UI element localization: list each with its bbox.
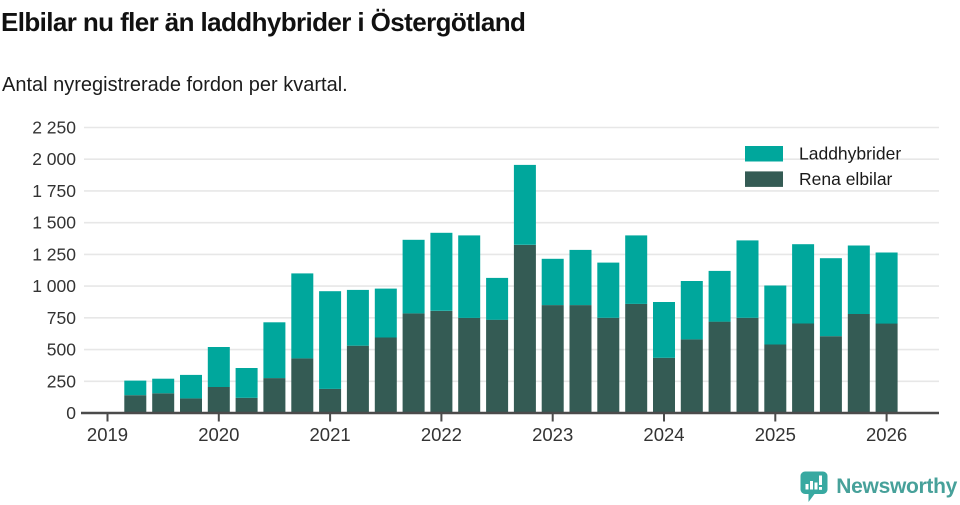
bar-segment-laddhybrider bbox=[430, 232, 453, 311]
bar-segment-laddhybrider bbox=[847, 245, 870, 314]
bar-segment-rena-elbilar bbox=[875, 323, 898, 413]
bar-segment-laddhybrider bbox=[291, 273, 314, 359]
bar-segment-laddhybrider bbox=[792, 244, 815, 324]
bar-segment-rena-elbilar bbox=[458, 317, 481, 413]
bar-segment-rena-elbilar bbox=[124, 395, 147, 413]
bar-segment-laddhybrider bbox=[569, 249, 592, 306]
bar-segment-rena-elbilar bbox=[708, 321, 731, 413]
y-tick-label: 750 bbox=[47, 308, 76, 328]
bar-segment-laddhybrider bbox=[819, 258, 842, 337]
page-title: Elbilar nu fler än laddhybrider i Österg… bbox=[1, 7, 526, 37]
bar-segment-rena-elbilar bbox=[486, 319, 509, 413]
bar-segment-laddhybrider bbox=[458, 235, 481, 318]
bar-segment-laddhybrider bbox=[207, 347, 230, 387]
bar-segment-rena-elbilar bbox=[819, 336, 842, 413]
legend-label: Rena elbilar bbox=[799, 169, 893, 189]
bar-segment-rena-elbilar bbox=[402, 313, 425, 413]
brand-name: Newsworthy bbox=[836, 475, 957, 498]
bar-segment-laddhybrider bbox=[597, 262, 620, 318]
bar-segment-rena-elbilar bbox=[513, 244, 536, 413]
bar-segment-laddhybrider bbox=[541, 258, 564, 306]
bar-segment-rena-elbilar bbox=[346, 345, 369, 413]
x-tick-label: 2026 bbox=[866, 424, 907, 445]
bar-segment-rena-elbilar bbox=[430, 310, 453, 413]
legend-swatch bbox=[745, 171, 783, 187]
y-tick-label: 1 750 bbox=[32, 181, 76, 201]
bar-segment-laddhybrider bbox=[736, 240, 759, 318]
bar-segment-laddhybrider bbox=[625, 235, 648, 304]
bar-segment-rena-elbilar bbox=[374, 337, 397, 413]
y-tick-label: 1 000 bbox=[32, 276, 76, 296]
x-tick-label: 2023 bbox=[532, 424, 573, 445]
x-tick-label: 2019 bbox=[87, 424, 128, 445]
newsworthy-branding: Newsworthy bbox=[800, 470, 957, 504]
bar-segment-laddhybrider bbox=[235, 368, 258, 398]
bar-segment-rena-elbilar bbox=[764, 344, 787, 413]
y-tick-label: 1 500 bbox=[32, 213, 76, 233]
bar-segment-rena-elbilar bbox=[736, 317, 759, 413]
legend-swatch bbox=[745, 146, 783, 162]
y-tick-label: 2 250 bbox=[32, 118, 76, 138]
bar-segment-laddhybrider bbox=[680, 281, 703, 340]
bar-segment-laddhybrider bbox=[152, 378, 175, 394]
bar-segment-laddhybrider bbox=[374, 288, 397, 338]
newsworthy-logo-icon bbox=[800, 471, 828, 502]
bar-segment-laddhybrider bbox=[402, 239, 425, 314]
bar-segment-rena-elbilar bbox=[625, 303, 648, 413]
bar-segment-rena-elbilar bbox=[263, 378, 286, 413]
bar-segment-rena-elbilar bbox=[680, 339, 703, 413]
bar-segment-laddhybrider bbox=[346, 289, 369, 346]
y-tick-label: 2 000 bbox=[32, 149, 76, 169]
bar-segment-laddhybrider bbox=[875, 252, 898, 324]
bar-segment-rena-elbilar bbox=[207, 387, 230, 413]
bar-segment-rena-elbilar bbox=[653, 357, 675, 413]
y-tick-label: 500 bbox=[47, 340, 76, 360]
bar-segment-rena-elbilar bbox=[152, 393, 175, 413]
bar-segment-laddhybrider bbox=[263, 322, 286, 379]
bar-segment-laddhybrider bbox=[513, 164, 536, 245]
x-tick-label: 2024 bbox=[643, 424, 684, 445]
bar-segment-laddhybrider bbox=[124, 380, 147, 396]
x-tick-label: 2022 bbox=[421, 424, 462, 445]
x-tick-label: 2025 bbox=[755, 424, 796, 445]
bar-segment-laddhybrider bbox=[180, 374, 202, 399]
bar-segment-laddhybrider bbox=[653, 302, 675, 358]
y-tick-label: 1 250 bbox=[32, 244, 76, 264]
bar-segment-laddhybrider bbox=[764, 285, 787, 345]
chart-subtitle: Antal nyregistrerade fordon per kvartal. bbox=[2, 74, 348, 96]
bar-segment-rena-elbilar bbox=[541, 305, 564, 413]
bar-segment-rena-elbilar bbox=[235, 397, 258, 413]
x-tick-label: 2020 bbox=[198, 424, 239, 445]
bar-segment-rena-elbilar bbox=[792, 323, 815, 413]
bar-segment-rena-elbilar bbox=[847, 314, 870, 413]
legend-label: Laddhybrider bbox=[799, 144, 901, 164]
bar-segment-rena-elbilar bbox=[569, 305, 592, 413]
bar-segment-rena-elbilar bbox=[319, 388, 342, 413]
x-tick-label: 2021 bbox=[310, 424, 351, 445]
bar-segment-laddhybrider bbox=[319, 291, 342, 389]
bar-segment-laddhybrider bbox=[708, 270, 731, 322]
bar-segment-rena-elbilar bbox=[180, 398, 202, 413]
y-tick-label: 250 bbox=[47, 371, 76, 391]
bar-segment-laddhybrider bbox=[486, 277, 509, 320]
y-tick-label: 0 bbox=[66, 403, 76, 423]
bar-segment-rena-elbilar bbox=[291, 358, 314, 413]
bar-segment-rena-elbilar bbox=[597, 317, 620, 413]
